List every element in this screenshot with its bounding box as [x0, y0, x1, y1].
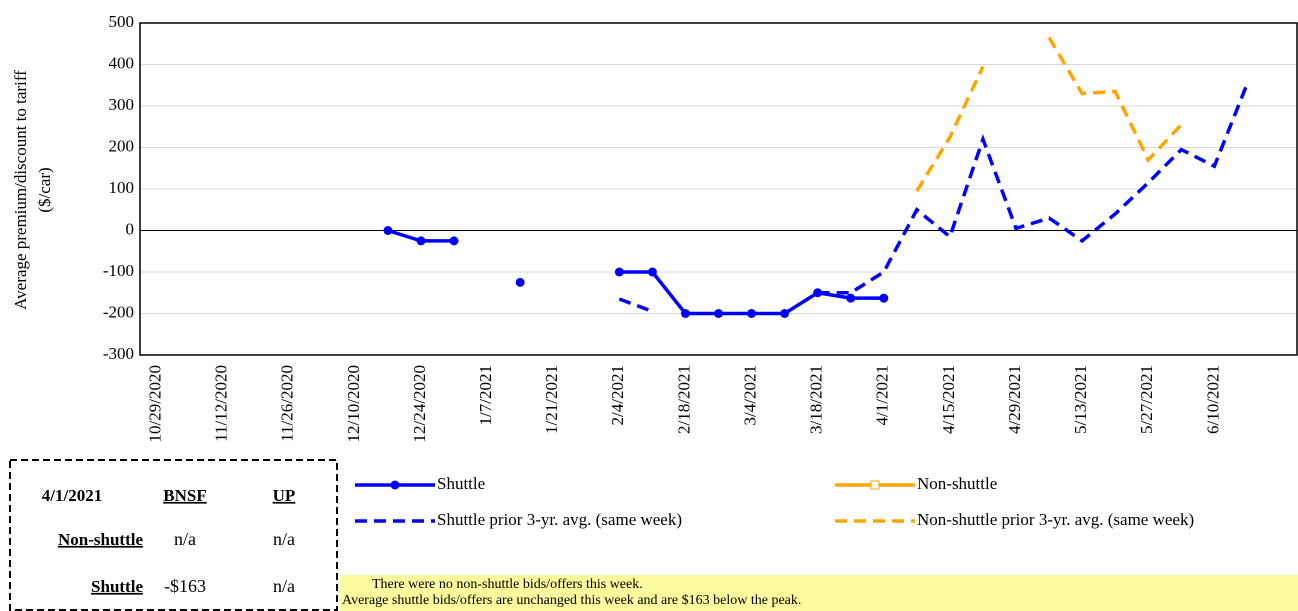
x-tick-label: 11/12/2020 — [212, 365, 231, 442]
note-line: Average shuttle bids/offers are unchange… — [342, 593, 801, 608]
note-line: There were no non-shuttle bids/offers th… — [372, 577, 643, 592]
series-marker — [747, 309, 757, 318]
x-tick-label: 11/26/2020 — [278, 365, 297, 442]
y-tick-label: 100 — [109, 178, 135, 197]
table-header: BNSF — [163, 486, 206, 505]
legend-marker — [870, 480, 880, 490]
x-tick-label: 6/10/2021 — [1203, 365, 1222, 434]
y-tick-label: 400 — [109, 53, 135, 72]
x-tick-label: 4/1/2021 — [873, 365, 892, 425]
table-box — [9, 459, 338, 611]
series-marker — [515, 277, 525, 287]
series-marker — [879, 293, 889, 303]
x-tick-label: 4/15/2021 — [939, 365, 958, 434]
series-marker — [647, 267, 657, 277]
y-tick-label: -200 — [103, 302, 134, 321]
table-row-label: Shuttle — [91, 577, 143, 596]
legend-label: Shuttle prior 3-yr. avg. (same week) — [437, 510, 682, 529]
series-marker — [846, 293, 856, 303]
table-cell: n/a — [174, 529, 196, 549]
x-tick-label: 12/24/2020 — [410, 365, 429, 442]
table-header: UP — [273, 486, 296, 505]
series-marker — [416, 236, 426, 246]
table-cell: -$163 — [164, 576, 206, 596]
plot-frame — [139, 22, 1298, 356]
series-marker — [614, 267, 624, 277]
y-tick-label: 500 — [109, 12, 135, 31]
table-cell: n/a — [273, 576, 295, 596]
legend-label: Non-shuttle — [917, 474, 997, 493]
series-marker — [449, 236, 459, 246]
x-tick-label: 3/4/2021 — [740, 365, 759, 425]
series-line — [817, 82, 1250, 295]
y-tick-label: 0 — [126, 219, 135, 238]
series-marker — [780, 309, 790, 318]
x-tick-label: 1/7/2021 — [476, 365, 495, 425]
x-tick-label: 5/27/2021 — [1137, 365, 1156, 434]
x-tick-label: 12/10/2020 — [344, 365, 363, 442]
table-cell: n/a — [273, 529, 295, 549]
y-tick-label: -100 — [103, 261, 134, 280]
series-line — [1047, 36, 1183, 164]
table-header: 4/1/2021 — [42, 486, 102, 505]
table-row-label: Non-shuttle — [58, 530, 143, 549]
y-axis-label: Average premium/discount to tariff — [11, 70, 30, 310]
series-line — [618, 297, 654, 314]
x-tick-label: 2/4/2021 — [608, 365, 627, 425]
x-tick-label: 3/18/2021 — [807, 365, 826, 434]
series-marker — [383, 226, 393, 235]
series-line — [915, 65, 985, 192]
x-tick-label: 5/13/2021 — [1071, 365, 1090, 434]
y-tick-label: 300 — [109, 95, 135, 114]
x-tick-label: 4/29/2021 — [1005, 365, 1024, 434]
y-tick-label: 200 — [109, 136, 135, 155]
y-axis-label: ($/car) — [35, 167, 54, 212]
legend-label: Shuttle — [437, 474, 485, 493]
legend-label: Non-shuttle prior 3-yr. avg. (same week) — [917, 510, 1194, 529]
series-marker — [714, 309, 723, 318]
x-tick-label: 2/18/2021 — [674, 365, 693, 434]
series-marker — [680, 309, 690, 318]
x-tick-label: 1/21/2021 — [542, 365, 561, 434]
legend-marker — [390, 480, 400, 490]
x-tick-label: 10/29/2020 — [145, 365, 164, 442]
note-box — [340, 575, 1298, 611]
y-tick-label: -300 — [103, 344, 134, 363]
